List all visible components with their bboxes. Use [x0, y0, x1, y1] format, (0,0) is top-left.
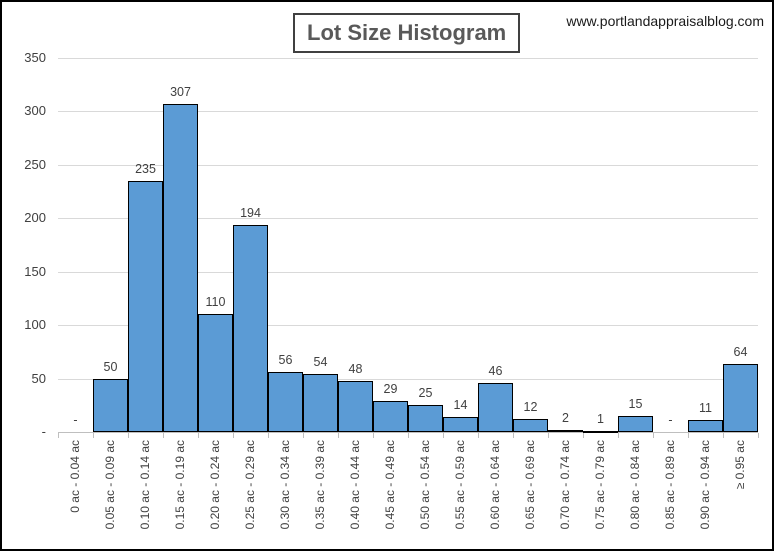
gridline — [58, 58, 758, 59]
x-tick-label: 0.75 ac - 0.79 ac — [592, 440, 607, 530]
bar — [583, 431, 618, 433]
bar-value-label: 46 — [488, 364, 503, 378]
bar — [513, 419, 548, 432]
x-axis-line — [58, 432, 758, 433]
bar-value-label: 307 — [170, 85, 191, 99]
bar-value-label: 2 — [562, 411, 569, 425]
gridline — [58, 218, 758, 220]
x-tick-label: 0.35 ac - 0.39 ac — [312, 440, 327, 530]
y-tick-label: 100 — [24, 317, 46, 333]
bar-value-label: 56 — [278, 353, 293, 367]
bar-value-label: 15 — [628, 397, 643, 411]
x-tick-label: 0.55 ac - 0.59 ac — [452, 440, 467, 530]
x-tick-label: 0.60 ac - 0.64 ac — [487, 440, 502, 530]
x-tick-label: 0.70 ac - 0.74 ac — [557, 440, 572, 530]
bar — [688, 420, 723, 432]
x-tick-label: 0.10 ac - 0.14 ac — [137, 440, 152, 530]
gridline — [58, 271, 758, 273]
chart-title: Lot Size Histogram — [293, 13, 521, 53]
gridline — [58, 378, 758, 380]
bar — [268, 372, 303, 432]
y-tick-label: 150 — [24, 263, 46, 279]
x-tick-label: 0 ac - 0.04 ac — [67, 440, 82, 513]
bar — [408, 405, 443, 432]
axis-tick — [688, 433, 689, 438]
bar-value-label: 48 — [348, 362, 363, 376]
x-tick-label: 0.45 ac - 0.49 ac — [382, 440, 397, 530]
gridline — [58, 164, 758, 166]
x-tick-label: 0.05 ac - 0.09 ac — [102, 440, 117, 530]
y-tick-label: 200 — [24, 210, 46, 226]
bar — [618, 416, 653, 432]
bar — [723, 364, 758, 432]
bar — [338, 381, 373, 432]
website-url: www.portlandappraisalblog.com — [566, 13, 764, 29]
axis-tick — [548, 433, 549, 438]
x-tick-label: 0.15 ac - 0.19 ac — [172, 440, 187, 530]
bar-value-label: 29 — [383, 382, 398, 396]
bar — [93, 379, 128, 432]
axis-tick — [443, 433, 444, 438]
y-tick-label: 250 — [24, 156, 46, 172]
bar — [478, 383, 513, 432]
x-tick-label: 0.85 ac - 0.89 ac — [662, 440, 677, 530]
bar-value-label: 54 — [313, 355, 328, 369]
axis-tick — [163, 433, 164, 438]
y-tick-label: 50 — [31, 370, 46, 386]
x-tick-label: 0.30 ac - 0.34 ac — [277, 440, 292, 530]
axis-tick — [513, 433, 514, 438]
x-tick-label: 0.65 ac - 0.69 ac — [522, 440, 537, 530]
axis-tick — [233, 433, 234, 438]
x-tick-label: 0.25 ac - 0.29 ac — [242, 440, 257, 530]
bar-value-label: 12 — [523, 400, 538, 414]
axis-tick — [758, 433, 759, 438]
bar — [443, 417, 478, 432]
axis-tick — [373, 433, 374, 438]
bar-value-label: 110 — [205, 295, 226, 309]
x-tick-label: 0.90 ac - 0.94 ac — [697, 440, 712, 530]
bar-value-label: 1 — [597, 412, 604, 426]
bar-value-label: 14 — [453, 398, 468, 412]
axis-tick — [58, 433, 59, 438]
axis-tick — [408, 433, 409, 438]
bar — [373, 401, 408, 432]
axis-tick — [653, 433, 654, 438]
bar-value-label: - — [73, 413, 78, 427]
axis-tick — [198, 433, 199, 438]
x-tick-label: 0.40 ac - 0.44 ac — [347, 440, 362, 530]
bar-value-label: 194 — [240, 206, 261, 220]
x-tick-label: ≥ 0.95 ac — [732, 440, 747, 490]
axis-tick — [93, 433, 94, 438]
y-tick-label: - — [41, 424, 46, 439]
x-tick-label: 0.80 ac - 0.84 ac — [627, 440, 642, 530]
axis-tick — [723, 433, 724, 438]
bar-value-label: 235 — [135, 162, 156, 176]
bar-value-label: 50 — [103, 360, 118, 374]
axis-tick — [583, 433, 584, 438]
bar-value-label: 25 — [418, 386, 433, 400]
x-tick-label: 0.20 ac - 0.24 ac — [207, 440, 222, 530]
axis-tick — [338, 433, 339, 438]
bar — [128, 181, 163, 432]
bar-value-label: 64 — [733, 345, 748, 359]
gridline — [58, 111, 758, 113]
axis-tick — [618, 433, 619, 438]
axis-tick — [478, 433, 479, 438]
bar-value-label: - — [668, 413, 673, 427]
x-tick-label: 0.50 ac - 0.54 ac — [417, 440, 432, 530]
gridline — [58, 325, 758, 327]
bar — [198, 314, 233, 432]
bar — [303, 374, 338, 432]
y-tick-label: 350 — [24, 50, 46, 65]
axis-tick — [303, 433, 304, 438]
bar-value-label: 11 — [699, 401, 712, 415]
axis-tick — [268, 433, 269, 438]
bar — [548, 430, 583, 432]
axis-tick — [128, 433, 129, 438]
y-tick-label: 300 — [24, 103, 46, 119]
bar — [233, 225, 268, 432]
bar — [163, 104, 198, 432]
